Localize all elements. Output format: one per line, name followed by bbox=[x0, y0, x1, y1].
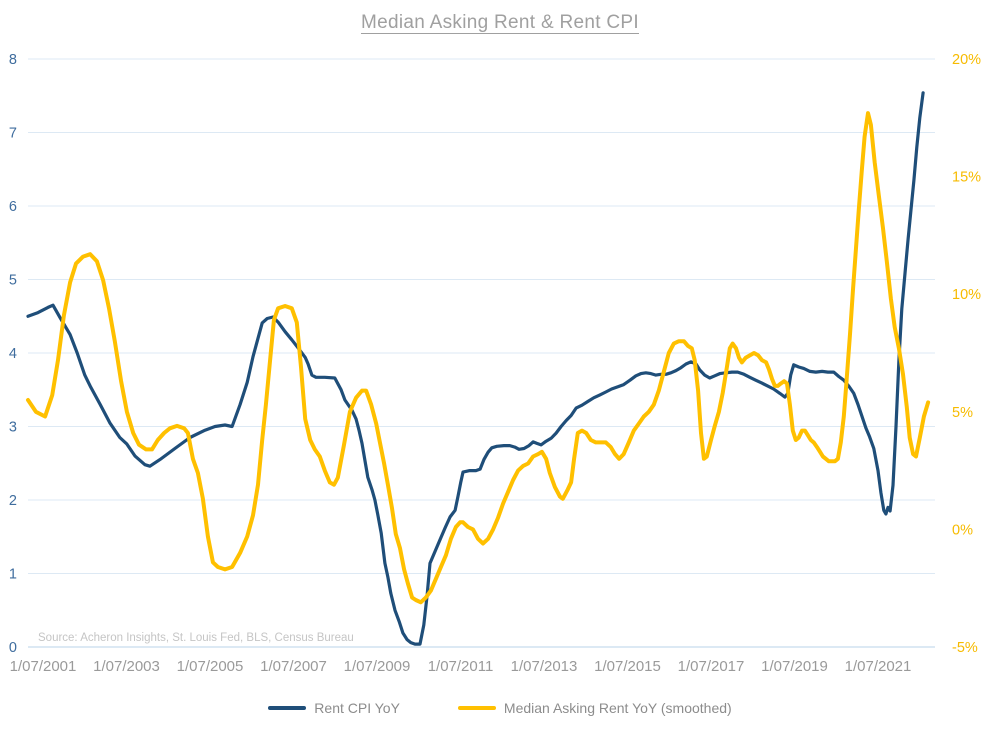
y-axis-left-label: 4 bbox=[9, 346, 17, 362]
y-axis-left-label: 7 bbox=[9, 126, 17, 142]
y-axis-left-label: 0 bbox=[9, 640, 17, 656]
series-line-rent-cpi bbox=[26, 91, 925, 646]
y-axis-right-label: 15% bbox=[952, 170, 981, 186]
y-axis-left-label: 5 bbox=[9, 273, 17, 289]
legend-item-rent-cpi: Rent CPI YoY bbox=[268, 700, 400, 716]
source-note: Source: Acheron Insights, St. Louis Fed,… bbox=[38, 632, 354, 644]
x-axis-label: 1/07/2015 bbox=[594, 658, 661, 675]
y-axis-right-label: -5% bbox=[952, 640, 978, 656]
y-axis-right-label: 5% bbox=[952, 405, 973, 421]
x-axis-label: 1/07/2013 bbox=[511, 658, 578, 675]
y-axis-right-label: 20% bbox=[952, 52, 981, 68]
x-axis-label: 1/07/2005 bbox=[177, 658, 244, 675]
legend-item-asking-rent: Median Asking Rent YoY (smoothed) bbox=[457, 700, 732, 716]
x-axis-label: 1/07/2003 bbox=[93, 658, 160, 675]
legend-line-sample-rent-cpi bbox=[268, 706, 307, 710]
legend: Rent CPI YoY Median Asking Rent YoY (smo… bbox=[0, 700, 1000, 716]
legend-label-asking-rent: Median Asking Rent YoY (smoothed) bbox=[503, 700, 732, 716]
y-axis-right-label: 10% bbox=[952, 287, 981, 303]
x-axis-label: 1/07/2007 bbox=[260, 658, 327, 675]
x-axis-label: 1/07/2009 bbox=[344, 658, 411, 675]
chart-title: Median Asking Rent & Rent CPI bbox=[360, 12, 639, 33]
x-axis-label: 1/07/2001 bbox=[10, 658, 77, 675]
y-axis-left-label: 6 bbox=[9, 199, 17, 215]
x-axis-label: 1/07/2021 bbox=[845, 658, 912, 675]
x-axis-label: 1/07/2017 bbox=[678, 658, 745, 675]
x-axis-label: 1/07/2011 bbox=[428, 658, 494, 675]
y-axis-left-label: 1 bbox=[9, 567, 17, 583]
y-axis-left-label: 2 bbox=[9, 493, 17, 509]
y-axis-left-label: 8 bbox=[9, 52, 17, 68]
series-line-median-asking-rent bbox=[26, 111, 931, 605]
legend-label-rent-cpi: Rent CPI YoY bbox=[314, 700, 400, 716]
y-axis-left-label: 3 bbox=[9, 420, 17, 436]
legend-line-sample-asking-rent bbox=[457, 706, 496, 710]
y-axis-right-label: 0% bbox=[952, 522, 973, 538]
x-axis-label: 1/07/2019 bbox=[761, 658, 828, 675]
